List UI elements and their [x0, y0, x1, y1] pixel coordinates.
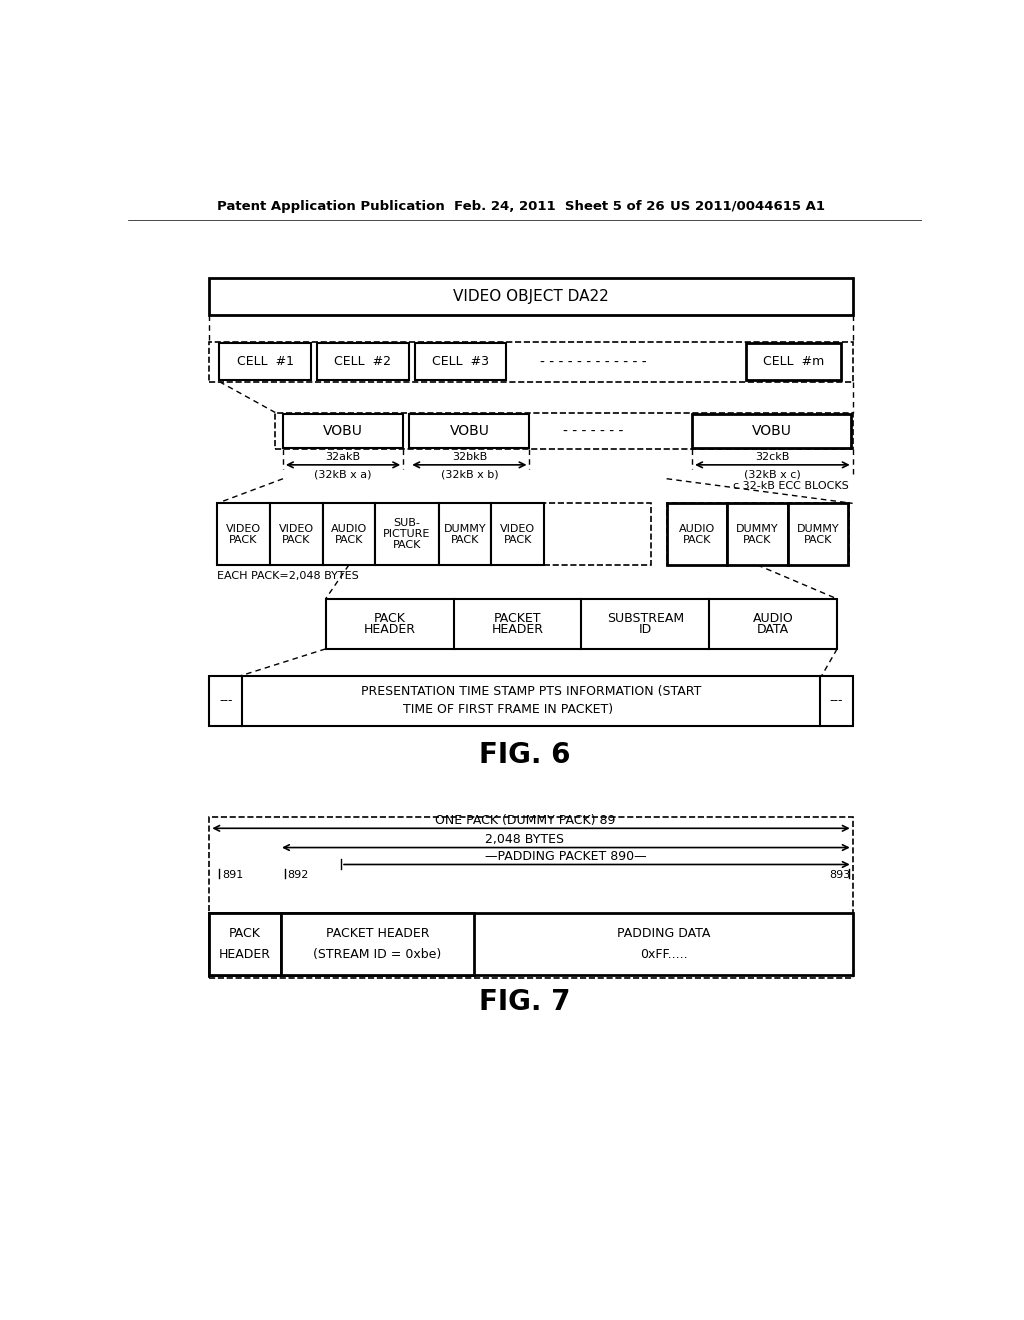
- Bar: [275, 412, 853, 449]
- Text: FIG. 7: FIG. 7: [479, 987, 570, 1015]
- Text: VOBU: VOBU: [324, 424, 362, 438]
- Text: PACKET HEADER: PACKET HEADER: [326, 927, 429, 940]
- Text: ---: ---: [219, 694, 232, 708]
- Text: ---: ---: [829, 694, 843, 708]
- Text: PACK: PACK: [743, 535, 771, 545]
- Bar: [667, 503, 849, 565]
- Text: DATA: DATA: [757, 623, 790, 636]
- Bar: [217, 503, 270, 565]
- Bar: [209, 817, 853, 978]
- Bar: [415, 343, 506, 380]
- Text: PACK: PACK: [804, 535, 831, 545]
- Bar: [692, 414, 851, 447]
- Bar: [438, 503, 492, 565]
- Bar: [209, 913, 853, 974]
- Text: CELL  #3: CELL #3: [432, 355, 489, 368]
- Text: VIDEO: VIDEO: [279, 524, 313, 533]
- Text: PACK: PACK: [335, 535, 364, 545]
- Text: - - - - - - - - - - - -: - - - - - - - - - - - -: [540, 355, 646, 368]
- Text: PACK: PACK: [393, 540, 421, 550]
- Text: PACK: PACK: [229, 927, 261, 940]
- Bar: [283, 414, 403, 447]
- Bar: [281, 913, 474, 974]
- Bar: [667, 503, 727, 565]
- Text: 891: 891: [222, 870, 244, 879]
- Text: PACK: PACK: [282, 535, 310, 545]
- Text: DUMMY: DUMMY: [736, 524, 778, 533]
- Bar: [410, 414, 529, 447]
- Text: PACK: PACK: [504, 535, 532, 545]
- Text: FIG. 6: FIG. 6: [479, 741, 570, 770]
- Text: AUDIO: AUDIO: [679, 524, 715, 533]
- Text: 0xFF.....: 0xFF.....: [640, 948, 687, 961]
- Text: PADDING DATA: PADDING DATA: [616, 927, 711, 940]
- Text: PICTURE: PICTURE: [383, 529, 431, 539]
- Text: DUMMY: DUMMY: [797, 524, 839, 533]
- Text: VOBU: VOBU: [450, 424, 489, 438]
- Text: PACK: PACK: [374, 611, 406, 624]
- Text: 32akB: 32akB: [326, 453, 360, 462]
- Text: VIDEO OBJECT DA22: VIDEO OBJECT DA22: [454, 289, 609, 304]
- Text: AUDIO: AUDIO: [331, 524, 367, 533]
- Text: c 32-kB ECC BLOCKS: c 32-kB ECC BLOCKS: [733, 482, 849, 491]
- Text: SUBSTREAM: SUBSTREAM: [607, 611, 684, 624]
- Text: (STREAM ID = 0xbe): (STREAM ID = 0xbe): [313, 948, 441, 961]
- Text: HEADER: HEADER: [492, 623, 544, 636]
- Bar: [727, 503, 787, 565]
- Text: 32bkB: 32bkB: [452, 453, 487, 462]
- Text: TIME OF FIRST FRAME IN PACKET): TIME OF FIRST FRAME IN PACKET): [402, 702, 612, 715]
- Bar: [209, 913, 281, 974]
- Text: 2,048 BYTES: 2,048 BYTES: [485, 833, 564, 846]
- Bar: [375, 503, 438, 565]
- Text: DUMMY: DUMMY: [443, 524, 486, 533]
- Bar: [219, 343, 311, 380]
- Bar: [326, 599, 838, 649]
- Text: AUDIO: AUDIO: [753, 611, 794, 624]
- Text: ID: ID: [639, 623, 652, 636]
- Text: PACK: PACK: [683, 535, 711, 545]
- Bar: [209, 277, 853, 314]
- Bar: [492, 503, 544, 565]
- Bar: [270, 503, 323, 565]
- Bar: [323, 503, 375, 565]
- Text: CELL  #m: CELL #m: [763, 355, 824, 368]
- Text: EACH PACK=2,048 BYTES: EACH PACK=2,048 BYTES: [217, 570, 358, 581]
- Text: 32ckB: 32ckB: [756, 453, 790, 462]
- Text: —PADDING PACKET 890—: —PADDING PACKET 890—: [485, 850, 647, 863]
- Text: VOBU: VOBU: [752, 424, 792, 438]
- Text: PACK: PACK: [229, 535, 258, 545]
- Bar: [209, 676, 853, 726]
- Text: PACK: PACK: [451, 535, 479, 545]
- Text: SUB-: SUB-: [393, 519, 421, 528]
- Text: 893: 893: [829, 870, 850, 879]
- Text: HEADER: HEADER: [219, 948, 271, 961]
- Text: Feb. 24, 2011  Sheet 5 of 26: Feb. 24, 2011 Sheet 5 of 26: [454, 199, 665, 213]
- Text: - - - - - - -: - - - - - - -: [563, 424, 624, 438]
- Text: US 2011/0044615 A1: US 2011/0044615 A1: [671, 199, 825, 213]
- Text: (32kB x c): (32kB x c): [744, 469, 801, 479]
- Text: ONE PACK (DUMMY PACK) 89: ONE PACK (DUMMY PACK) 89: [434, 814, 615, 828]
- Text: HEADER: HEADER: [364, 623, 416, 636]
- Text: VIDEO: VIDEO: [501, 524, 536, 533]
- Bar: [209, 342, 853, 381]
- Text: PRESENTATION TIME STAMP PTS INFORMATION (START: PRESENTATION TIME STAMP PTS INFORMATION …: [360, 685, 701, 698]
- Text: CELL  #1: CELL #1: [237, 355, 294, 368]
- Text: VIDEO: VIDEO: [226, 524, 261, 533]
- Text: CELL  #2: CELL #2: [334, 355, 391, 368]
- Text: PACKET: PACKET: [494, 611, 542, 624]
- Text: 892: 892: [287, 870, 308, 879]
- Text: (32kB x b): (32kB x b): [440, 469, 499, 479]
- Bar: [746, 343, 841, 380]
- Bar: [787, 503, 848, 565]
- Text: Patent Application Publication: Patent Application Publication: [217, 199, 444, 213]
- Bar: [217, 503, 651, 565]
- Text: (32kB x a): (32kB x a): [314, 469, 372, 479]
- Bar: [317, 343, 409, 380]
